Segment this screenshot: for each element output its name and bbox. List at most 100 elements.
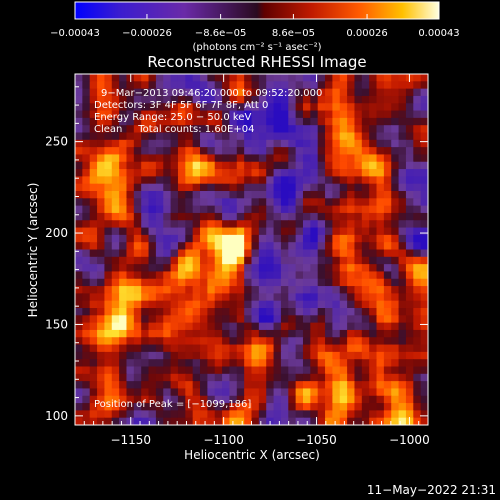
heatmap-cell (222, 242, 231, 251)
heatmap-cell (148, 271, 157, 280)
heatmap-cell (170, 264, 179, 273)
heatmap-cell (258, 337, 267, 346)
heatmap-cell (251, 183, 260, 192)
heatmap-cell (310, 191, 319, 199)
heatmap-cell (302, 88, 311, 97)
heatmap-cell (177, 169, 186, 177)
heatmap-cell (236, 329, 245, 338)
heatmap-cell (185, 88, 194, 97)
heatmap-cell (89, 139, 98, 148)
heatmap-cell (141, 81, 150, 90)
heatmap-cell (273, 95, 282, 104)
heatmap-cell (236, 191, 245, 199)
heatmap-cell (141, 74, 150, 82)
heatmap-cell (155, 271, 164, 280)
heatmap-cell (354, 410, 363, 419)
heatmap-cell (163, 154, 172, 163)
heatmap-cell (383, 212, 392, 221)
heatmap-cell (89, 403, 98, 411)
heatmap-cell (302, 293, 311, 302)
annotation-clean-counts: Clean Total counts: 1.60E+04 (94, 124, 254, 135)
heatmap-cell (361, 176, 370, 185)
heatmap-cell (192, 329, 201, 338)
heatmap-cell (288, 81, 297, 90)
heatmap-cell (111, 264, 120, 273)
heatmap-cell (119, 242, 128, 251)
heatmap-cell (82, 395, 91, 404)
heatmap-cell (376, 264, 385, 273)
heatmap-cell (214, 256, 223, 265)
heatmap-cell (347, 410, 356, 419)
heatmap-cell (177, 198, 186, 207)
heatmap-cell (229, 293, 238, 302)
heatmap-cell (391, 154, 400, 163)
heatmap-cell (398, 395, 407, 404)
heatmap-cell (369, 293, 378, 302)
heatmap-cell (391, 88, 400, 97)
heatmap-cell (214, 388, 223, 397)
heatmap-cell (244, 373, 253, 382)
heatmap-cell (339, 381, 348, 390)
heatmap-cell (251, 286, 260, 294)
heatmap-cell (119, 234, 128, 243)
heatmap-cell (133, 117, 142, 126)
heatmap-cell (229, 286, 238, 294)
heatmap-cell (177, 74, 186, 82)
heatmap-cell (258, 110, 267, 119)
heatmap-cell (229, 388, 238, 397)
heatmap-cell (369, 183, 378, 192)
heatmap-cell (420, 176, 428, 185)
heatmap-cell (413, 191, 422, 199)
heatmap-cell (405, 351, 414, 360)
heatmap-cell (398, 351, 407, 360)
heatmap-cell (97, 220, 106, 229)
heatmap-cell (214, 359, 223, 368)
heatmap-cell (244, 366, 253, 375)
heatmap-cell (339, 227, 348, 236)
heatmap-cell (339, 337, 348, 346)
heatmap-cell (163, 286, 172, 294)
heatmap-cell (244, 278, 253, 287)
heatmap-cell (185, 308, 194, 316)
heatmap-cell (170, 337, 179, 346)
heatmap-cell (413, 366, 422, 375)
heatmap-cell (185, 191, 194, 199)
heatmap-cell (310, 74, 319, 82)
heatmap-cell (229, 381, 238, 390)
heatmap-cell (251, 161, 260, 170)
heatmap-cell (214, 81, 223, 90)
heatmap-cell (280, 103, 289, 112)
heatmap-cell (391, 381, 400, 390)
heatmap-cell (339, 169, 348, 177)
heatmap-cell (369, 161, 378, 170)
heatmap-cell (207, 264, 216, 273)
heatmap-cell (288, 329, 297, 338)
heatmap-cell (222, 403, 231, 411)
heatmap-cell (163, 74, 172, 82)
heatmap-cell (97, 198, 106, 207)
heatmap-cell (317, 395, 326, 404)
heatmap-cell (251, 403, 260, 411)
heatmap-cell (295, 366, 304, 375)
heatmap-cell (163, 176, 172, 185)
heatmap-cell (89, 95, 98, 104)
heatmap-cell (369, 139, 378, 148)
heatmap-cell (258, 95, 267, 104)
heatmap-cell (325, 161, 333, 170)
heatmap-cell (177, 212, 186, 221)
heatmap-cell (295, 388, 304, 397)
heatmap-cell (280, 147, 289, 156)
heatmap-cell (288, 198, 297, 207)
heatmap-cell (317, 322, 326, 331)
heatmap-cell (288, 132, 297, 141)
heatmap-cell (405, 403, 414, 411)
heatmap-cell (413, 315, 422, 324)
heatmap-cell (200, 381, 208, 390)
heatmap-cell (347, 220, 356, 229)
heatmap-cell (89, 234, 98, 243)
heatmap-cell (126, 344, 135, 353)
heatmap-cell (280, 315, 289, 324)
heatmap-cell (347, 110, 356, 119)
